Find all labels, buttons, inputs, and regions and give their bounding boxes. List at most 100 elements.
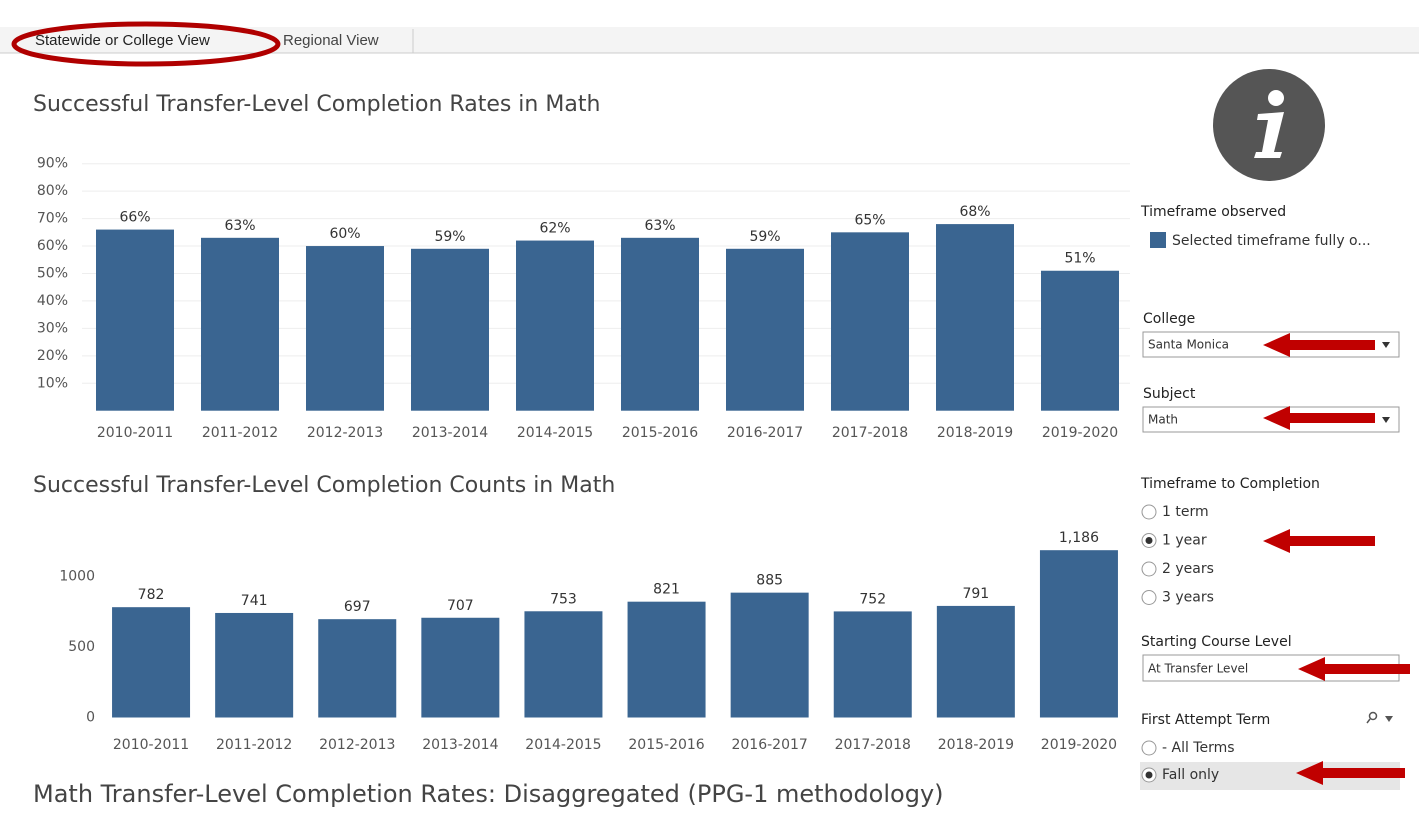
bar <box>201 237 279 411</box>
data-label: 791 <box>962 586 989 602</box>
legend-title: Timeframe observed <box>1140 204 1286 220</box>
bar <box>621 237 699 411</box>
radio-label: 1 year <box>1162 533 1207 549</box>
bar <box>318 619 397 718</box>
data-label: 68% <box>959 204 990 220</box>
menu-caret[interactable] <box>1385 716 1393 722</box>
y-tick-label: 1000 <box>59 568 95 584</box>
y-tick-label: 500 <box>68 639 95 655</box>
bar <box>524 611 603 718</box>
arrow <box>1263 333 1375 357</box>
y-tick-label: 60% <box>37 238 68 254</box>
data-label: 782 <box>138 587 165 603</box>
dropdown-caret <box>1382 342 1390 348</box>
x-tick-label: 2014-2015 <box>525 737 601 753</box>
bar <box>936 605 1015 718</box>
y-tick-label: 50% <box>37 265 68 281</box>
arrow <box>1298 657 1410 681</box>
y-tick-label: 20% <box>37 348 68 364</box>
bar <box>516 240 594 411</box>
radio-button[interactable] <box>1141 740 1157 756</box>
radio-dot <box>1145 537 1153 544</box>
y-tick-label: 90% <box>37 156 68 172</box>
tab[interactable]: Statewide or College View <box>35 32 210 49</box>
bar <box>1041 270 1119 411</box>
dropdown-value: Math <box>1148 413 1178 427</box>
data-label: 62% <box>539 221 570 237</box>
x-tick-label: 2010-2011 <box>113 737 189 753</box>
data-label: 59% <box>434 229 465 245</box>
bar <box>831 232 909 411</box>
info-stem <box>1254 112 1284 158</box>
x-tick-label: 2017-2018 <box>835 737 911 753</box>
x-tick-label: 2012-2013 <box>307 425 383 441</box>
y-tick-label: 70% <box>37 211 68 227</box>
annotation-ellipse <box>11 21 281 67</box>
radio-label: 3 years <box>1162 590 1214 606</box>
data-label: 63% <box>644 218 675 234</box>
radio-button[interactable] <box>1141 504 1157 520</box>
bar <box>1039 550 1118 718</box>
y-tick-label: 30% <box>37 320 68 336</box>
arrow <box>1296 761 1405 785</box>
arrow <box>1263 529 1375 553</box>
filter-label: First Attempt Term <box>1141 712 1270 728</box>
x-tick-label: 2015-2016 <box>628 737 704 753</box>
radio-button[interactable] <box>1141 590 1157 605</box>
data-label: 65% <box>854 212 885 228</box>
annotation-arrows <box>1263 333 1410 785</box>
bar <box>112 607 191 718</box>
dropdown-value: Santa Monica <box>1148 338 1229 352</box>
radio-label: Fall only <box>1162 767 1219 783</box>
radio-label: 2 years <box>1162 561 1214 577</box>
x-tick-label: 2017-2018 <box>832 425 908 441</box>
dropdown-value: At Transfer Level <box>1148 662 1248 676</box>
bar <box>936 224 1014 411</box>
search-icon[interactable] <box>1366 711 1378 724</box>
bar <box>306 246 384 411</box>
x-tick-label: 2013-2014 <box>412 425 488 441</box>
bar <box>730 592 809 718</box>
tab[interactable]: Regional View <box>283 32 379 49</box>
filter-label: Timeframe to Completion <box>1140 476 1320 492</box>
bar <box>215 612 294 718</box>
data-label: 63% <box>224 218 255 234</box>
legend-swatch <box>1150 232 1166 248</box>
chart-title: Successful Transfer-Level Completion Rat… <box>33 92 600 117</box>
y-tick-label: 80% <box>37 183 68 199</box>
radio-button[interactable] <box>1141 561 1157 577</box>
data-label: 60% <box>329 226 360 242</box>
arrow <box>1263 406 1375 430</box>
y-tick-label: 0 <box>86 710 95 726</box>
data-label: 1,186 <box>1059 530 1099 546</box>
x-tick-label: 2011-2012 <box>202 425 278 441</box>
data-label: 707 <box>447 598 474 614</box>
bar <box>627 601 706 718</box>
bar <box>96 229 174 411</box>
data-label: 741 <box>241 593 268 609</box>
filter-label: College <box>1143 311 1195 327</box>
filter-label: Starting Course Level <box>1141 634 1292 650</box>
x-tick-label: 2018-2019 <box>937 425 1013 441</box>
info-icon[interactable] <box>1213 69 1325 181</box>
x-tick-label: 2011-2012 <box>216 737 292 753</box>
info-dot <box>1268 90 1284 106</box>
data-label: 59% <box>749 229 780 245</box>
data-label: 885 <box>756 573 783 589</box>
filter-label: Subject <box>1143 386 1196 402</box>
bar <box>833 611 912 718</box>
x-tick-label: 2014-2015 <box>517 425 593 441</box>
bar <box>726 248 804 411</box>
x-tick-label: 2012-2013 <box>319 737 395 753</box>
bar <box>411 248 489 411</box>
x-tick-label: 2016-2017 <box>731 737 807 753</box>
tab-bar <box>0 27 1419 53</box>
bar <box>421 617 500 718</box>
radio-label: - All Terms <box>1162 740 1235 756</box>
section-title: Math Transfer-Level Completion Rates: Di… <box>33 780 944 808</box>
data-label: 51% <box>1064 251 1095 267</box>
data-label: 752 <box>859 591 886 607</box>
y-tick-label: 10% <box>37 375 68 391</box>
data-label: 66% <box>119 210 150 226</box>
x-tick-label: 2013-2014 <box>422 737 498 753</box>
